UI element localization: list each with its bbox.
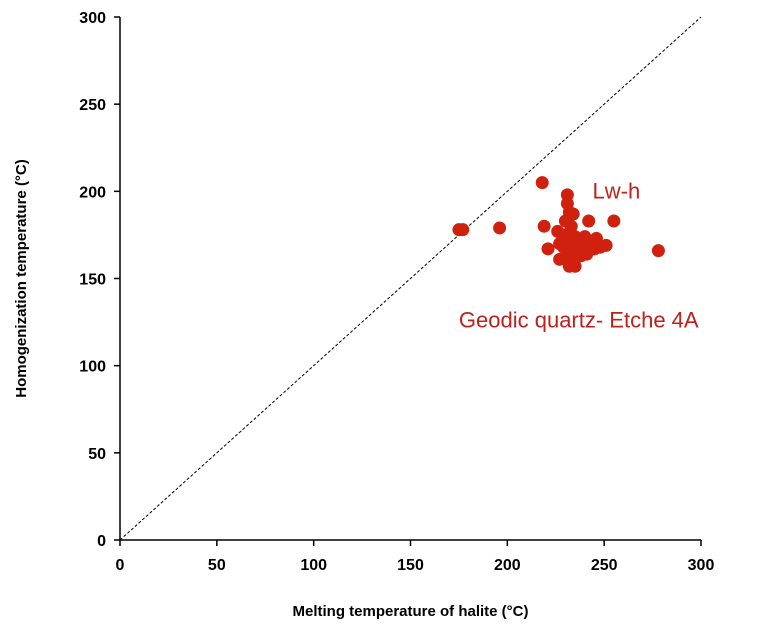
x-tick-label: 300 [688,557,715,574]
x-tick-label: 50 [208,557,226,574]
x-tick-label: 200 [494,557,521,574]
y-tick-label: 200 [79,184,106,201]
x-axis-ticks: 0 50 100 150 200 250 300 [116,540,715,574]
y-axis-ticks: 0 50 100 150 200 250 300 [79,10,120,550]
data-point [651,244,665,258]
data-point [456,223,470,237]
x-axis-label: Melting temperature of halite (°C) [292,603,528,620]
y-tick-label: 250 [79,97,106,114]
data-points [452,176,665,273]
data-point [493,221,507,235]
data-point [564,219,578,233]
data-point [607,214,621,228]
data-point [599,238,613,252]
data-point [582,214,596,228]
x-tick-label: 150 [397,557,424,574]
y-axis-label: Homogenization temperature (°C) [13,159,30,398]
data-point [566,207,580,221]
data-point [568,259,582,273]
y-tick-label: 100 [79,359,106,376]
y-tick-label: 50 [88,446,106,463]
data-point [541,242,555,256]
reference-line [119,16,702,541]
data-point [537,219,551,233]
x-tick-label: 0 [116,557,125,574]
y-tick-label: 300 [79,10,106,27]
x-tick-label: 100 [300,557,327,574]
y-tick-label: 150 [79,272,106,289]
annotation-lw-h: Lw-h [593,178,641,203]
x-tick-label: 250 [591,557,618,574]
annotation-sample-name: Geodic quartz- Etche 4A [459,307,699,332]
data-point [535,176,549,190]
y-tick-label: 0 [97,533,106,550]
